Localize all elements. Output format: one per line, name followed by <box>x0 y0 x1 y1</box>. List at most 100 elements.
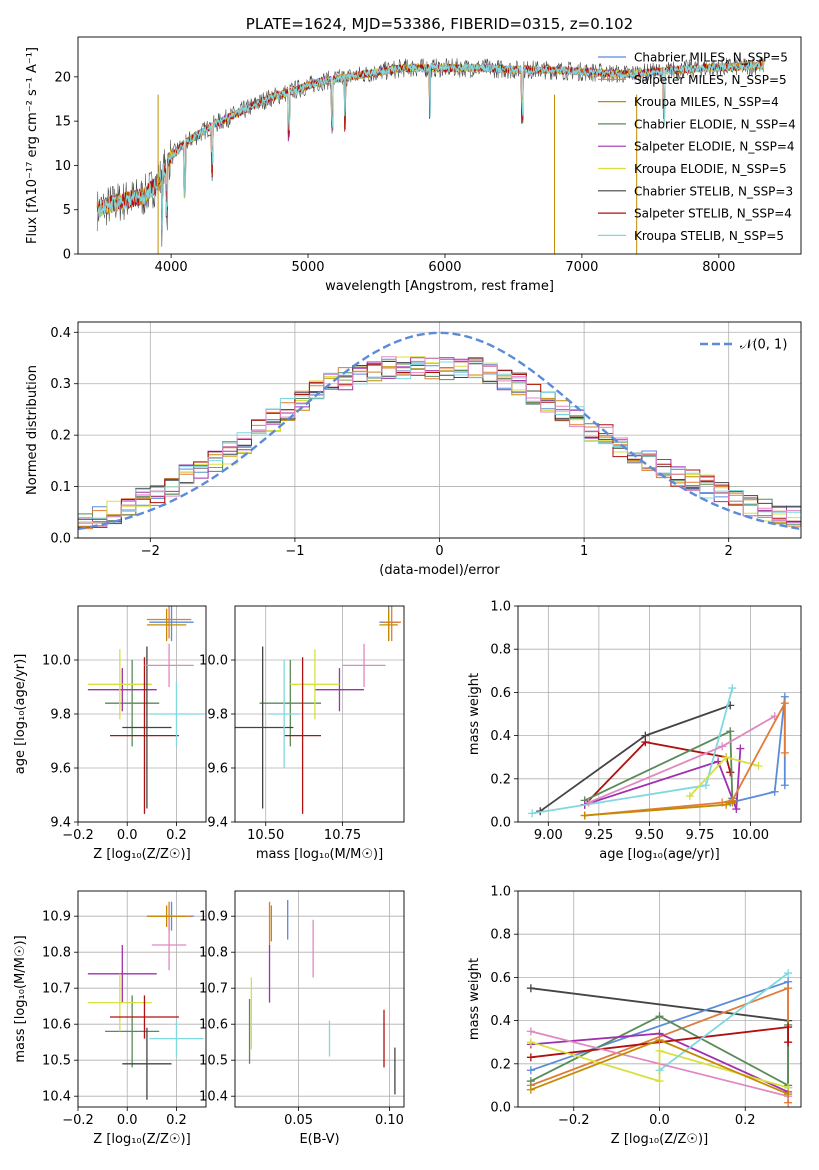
x-tick-label: 7000 <box>565 260 598 275</box>
legend-label: Salpeter STELIB, N_SSP=4 <box>634 207 792 221</box>
histogram-series-9 <box>78 356 801 528</box>
weight-marker <box>780 781 789 790</box>
weight-line-2 <box>584 729 734 802</box>
weight-marker <box>526 1038 535 1047</box>
errorbar-point <box>87 945 157 1003</box>
errorbar-point <box>105 660 160 747</box>
y-tick-label: 10.6 <box>42 1018 71 1033</box>
x-tick-label: 0.0 <box>117 828 138 843</box>
axes-frame <box>234 605 405 823</box>
y-tick-label: 1.0 <box>490 885 511 900</box>
y-tick-label: 5 <box>63 203 71 218</box>
x-tick-label: 9.50 <box>635 828 664 843</box>
legend: 𝒩(0, 1) <box>700 338 787 353</box>
y-tick-label: 10.4 <box>199 1090 228 1105</box>
spectrum-8 <box>96 61 765 226</box>
histogram-series-7 <box>78 360 801 528</box>
weight-marker <box>770 787 779 796</box>
legend-label: Salpeter MILES, N_SSP=5 <box>634 73 787 87</box>
weight-marker <box>780 699 789 708</box>
y-tick-label: 0.4 <box>490 729 511 744</box>
weight-marker <box>526 1066 535 1075</box>
weight-marker <box>655 1012 664 1021</box>
legend: Chabrier MILES, N_SSP=5 Salpeter MILES, N… <box>598 51 796 243</box>
axes-frame <box>77 36 802 255</box>
weight-lines <box>526 969 793 1107</box>
x-tick-label: −0.2 <box>62 1113 94 1128</box>
x-axis-label: wavelength [Angstrom, rest frame] <box>325 279 554 294</box>
y-tick-label: 9.8 <box>50 708 71 723</box>
weight-marker <box>655 1066 664 1075</box>
panel-6: 0.05 0.10 10.4 10.5 10.6 10.7 10.8 10.9 E(B-V) <box>199 890 405 1147</box>
errorbar-point <box>146 905 187 927</box>
weight-lines <box>528 684 789 820</box>
x-tick-label: −2 <box>141 544 160 559</box>
weight-marker <box>580 811 589 820</box>
y-tick-label: 1.0 <box>490 600 511 615</box>
panel-2: −0.2 0.0 0.2 9.4 9.6 9.8 10.0 Z [log₁₀(Z/Z☉)] ag… <box>13 605 207 862</box>
errorbar-point <box>105 995 160 1068</box>
y-tick-label: 10.5 <box>42 1054 71 1069</box>
chart-title: PLATE=1624, MJD=53386, FIBERID=0315, z=0… <box>246 15 633 33</box>
weight-line-0 <box>530 987 789 1022</box>
x-tick-label: 6000 <box>428 260 461 275</box>
y-tick-label: 10.7 <box>42 982 71 997</box>
errorbar-point <box>342 643 386 687</box>
weight-marker <box>728 798 737 807</box>
x-tick-label: 0.0 <box>117 1113 138 1128</box>
axes-frame <box>77 321 802 539</box>
errorbar-point <box>314 668 365 712</box>
weight-marker <box>784 1038 793 1047</box>
histograms <box>78 331 801 531</box>
y-tick-label: 20 <box>54 70 71 85</box>
plot-area <box>87 901 204 1100</box>
errorbar-point <box>146 606 192 639</box>
y-tick-label: 0.8 <box>490 928 511 943</box>
weight-line-0 <box>539 704 731 812</box>
axes-frame <box>234 890 405 1108</box>
errorbar-point <box>87 649 152 720</box>
y-axis-label: Flux [fλ10⁻¹⁷ erg cm⁻² s⁻¹ A⁻¹] <box>25 47 40 244</box>
y-tick-label: 0.2 <box>490 1057 511 1072</box>
plot-area <box>526 969 793 1107</box>
x-tick-label: −0.2 <box>62 828 94 843</box>
x-tick-label: 0.2 <box>735 1113 756 1128</box>
plot-area <box>528 684 789 820</box>
legend-label: Kroupa MILES, N_SSP=4 <box>634 95 779 109</box>
errorbar-point <box>284 657 322 814</box>
errorbars <box>248 900 396 1095</box>
errorbar-point <box>122 646 172 809</box>
x-tick-label: 9.00 <box>534 828 563 843</box>
weight-marker <box>584 798 593 807</box>
weight-marker <box>754 761 763 770</box>
weight-marker <box>526 984 535 993</box>
x-axis-label: Z [log₁₀(Z/Z☉)] <box>93 1132 190 1147</box>
legend-label: Chabrier MILES, N_SSP=5 <box>634 51 788 65</box>
weight-marker <box>526 1077 535 1086</box>
y-tick-label: 0.1 <box>50 480 71 495</box>
errorbar-point <box>144 643 194 687</box>
x-tick-label: 0.0 <box>649 1113 670 1128</box>
axes-frame <box>77 890 207 1108</box>
errorbars <box>87 901 204 1100</box>
errorbar-point <box>149 606 194 642</box>
weight-marker <box>655 1077 664 1086</box>
legend-label: 𝒩(0, 1) <box>740 338 787 353</box>
legend-label: Chabrier ELODIE, N_SSP=4 <box>634 117 796 131</box>
errorbar-point <box>290 649 340 720</box>
y-tick-label: 10.4 <box>42 1090 71 1105</box>
y-tick-label: 0.6 <box>490 686 511 701</box>
y-axis-label: mass weight <box>467 673 482 755</box>
weight-marker <box>722 753 731 762</box>
y-tick-label: 0.6 <box>490 971 511 986</box>
x-tick-label: 4000 <box>155 260 188 275</box>
y-tick-label: 0.0 <box>50 532 71 547</box>
weight-marker <box>728 684 737 693</box>
y-axis-label: Normed distribution <box>25 365 40 495</box>
x-tick-label: 10.00 <box>732 828 769 843</box>
weight-marker <box>528 809 537 818</box>
x-tick-label: 1 <box>580 544 588 559</box>
y-tick-label: 0.0 <box>490 1101 511 1116</box>
weight-marker <box>641 738 650 747</box>
y-tick-label: 9.6 <box>50 762 71 777</box>
